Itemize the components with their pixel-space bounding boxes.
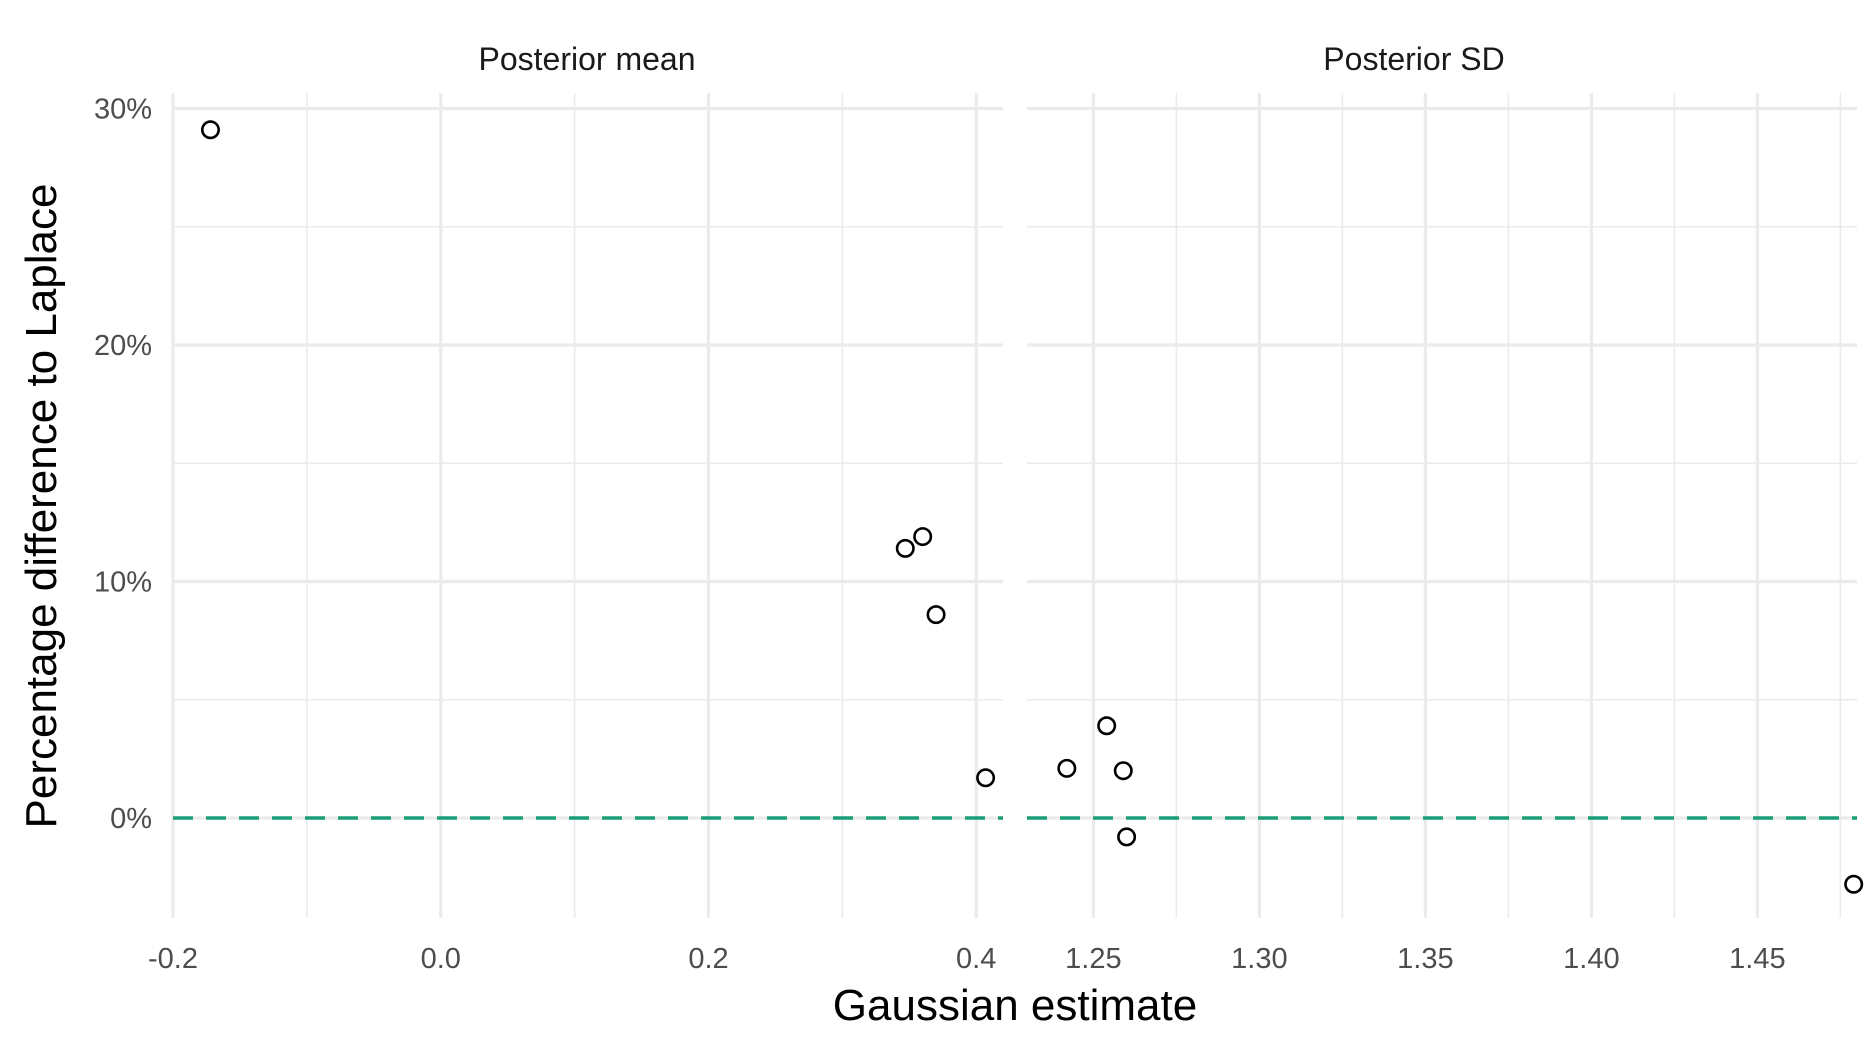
panel-1-data-point-1 — [1097, 716, 1117, 736]
panel-1-x-tick-label: 1.45 — [1729, 943, 1785, 975]
panel-1-strip-title: Posterior SD — [1323, 41, 1504, 77]
x-axis-title: Gaussian estimate — [833, 981, 1197, 1030]
panel-0-strip-title: Posterior mean — [479, 41, 696, 77]
panel-0-data-point-2 — [913, 527, 933, 547]
panel-0-data-point-3 — [926, 605, 946, 625]
panel-1-data-point-3 — [1117, 827, 1137, 847]
panel-1-data-point-2 — [1113, 761, 1133, 781]
panel-0-x-tick-label: 0.0 — [421, 943, 461, 975]
y-tick-label: 30% — [94, 94, 152, 126]
panel-0-data-point-4 — [976, 768, 996, 788]
points-layer — [200, 120, 1864, 894]
panel-0-data-point-0 — [200, 120, 220, 140]
panel-1-x-tick-label: 1.25 — [1065, 943, 1121, 975]
panel-0-x-tick-label: -0.2 — [148, 943, 198, 975]
panel-0-data-point-1 — [895, 538, 915, 558]
panel-1-x-tick-label: 1.35 — [1397, 943, 1453, 975]
panel-1-data-point-4 — [1844, 874, 1864, 894]
y-tick-label: 10% — [94, 567, 152, 599]
panel-1-data-point-0 — [1057, 758, 1077, 778]
panel-0-x-tick-label: 0.4 — [956, 943, 996, 975]
panel-0-x-tick-label: 0.2 — [688, 943, 728, 975]
y-tick-label: 0% — [110, 803, 152, 835]
y-tick-label: 20% — [94, 330, 152, 362]
panel-1-x-tick-label: 1.30 — [1231, 943, 1287, 975]
labels-layer: Posterior mean -0.2 0.0 0.2 0.4 Posterior SD 1… — [17, 41, 1786, 1030]
panel-1-x-tick-label: 1.40 — [1563, 943, 1619, 975]
y-axis-title: Percentage difference to Laplace — [17, 184, 66, 829]
grid-layer — [171, 93, 1857, 918]
